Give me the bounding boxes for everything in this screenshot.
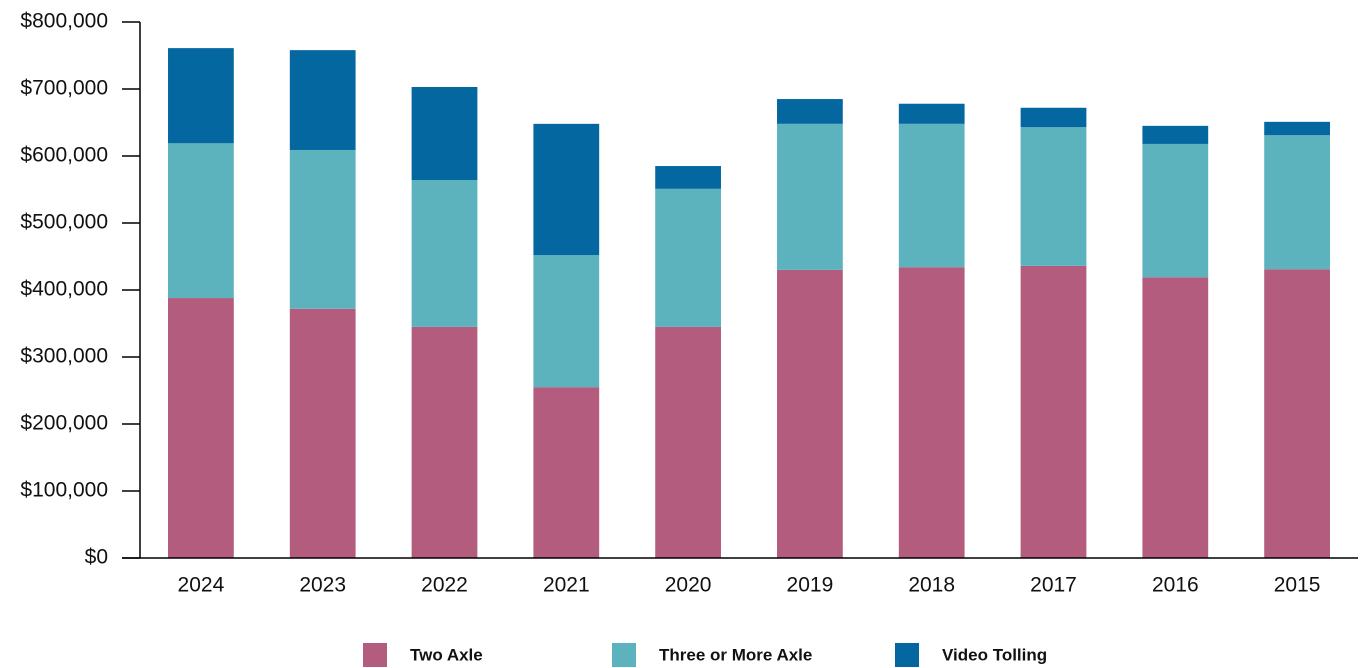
legend-swatch bbox=[363, 643, 387, 667]
y-tick-label: $200,000 bbox=[20, 412, 108, 435]
bar-segment bbox=[898, 123, 965, 268]
bar-segment bbox=[168, 298, 234, 558]
bar-segment bbox=[168, 48, 234, 144]
legend-label: Video Tolling bbox=[942, 645, 1047, 664]
x-tick-label: 2020 bbox=[665, 574, 712, 597]
bar-segment bbox=[289, 50, 356, 150]
bar-segment bbox=[777, 99, 843, 124]
bar-segment bbox=[1142, 143, 1209, 278]
bar-segment bbox=[533, 123, 600, 256]
x-tick-label: 2018 bbox=[908, 574, 955, 597]
x-tick-label: 2024 bbox=[178, 574, 225, 597]
bar-segment bbox=[168, 143, 234, 299]
bar-segment bbox=[898, 267, 965, 558]
bar-segment bbox=[1142, 277, 1209, 558]
bar-segment bbox=[898, 103, 965, 124]
bar-segment bbox=[1264, 135, 1330, 270]
bar-segment bbox=[1264, 269, 1330, 558]
bar-segment bbox=[289, 149, 356, 309]
x-tick-label: 2022 bbox=[421, 574, 468, 597]
legend-swatch bbox=[612, 643, 636, 667]
y-tick-label: $0 bbox=[85, 546, 108, 569]
bar-segment bbox=[655, 166, 721, 189]
bar-segment bbox=[655, 326, 721, 558]
bar-segment bbox=[411, 326, 478, 558]
x-tick-label: 2023 bbox=[299, 574, 346, 597]
bar-segment bbox=[411, 86, 478, 181]
x-tick-label: 2015 bbox=[1274, 574, 1321, 597]
x-tick-label: 2019 bbox=[787, 574, 834, 597]
y-tick-label: $300,000 bbox=[20, 345, 108, 368]
bar-segment bbox=[1020, 107, 1087, 128]
bar-segment bbox=[1264, 121, 1330, 136]
bar-segment bbox=[777, 269, 843, 558]
bar-segment bbox=[533, 387, 600, 558]
bar-segment bbox=[777, 123, 843, 270]
legend-swatch bbox=[895, 643, 919, 667]
y-tick-label: $100,000 bbox=[20, 479, 108, 502]
y-tick-label: $800,000 bbox=[20, 10, 108, 33]
bar-segment bbox=[533, 255, 600, 388]
y-tick-label: $600,000 bbox=[20, 144, 108, 167]
bar-segment bbox=[655, 188, 721, 327]
bar-segment bbox=[1020, 127, 1087, 266]
bar-segment bbox=[1142, 125, 1209, 144]
y-tick-label: $400,000 bbox=[20, 278, 108, 301]
x-tick-label: 2021 bbox=[543, 574, 590, 597]
y-tick-label: $700,000 bbox=[20, 77, 108, 100]
x-tick-label: 2016 bbox=[1152, 574, 1199, 597]
legend-label: Two Axle bbox=[410, 645, 483, 664]
legend-label: Three or More Axle bbox=[659, 645, 812, 664]
x-tick-label: 2017 bbox=[1030, 574, 1077, 597]
bar-segment bbox=[1020, 265, 1087, 558]
y-tick-label: $500,000 bbox=[20, 211, 108, 234]
bar-segment bbox=[289, 308, 356, 558]
bar-segment bbox=[411, 180, 478, 327]
